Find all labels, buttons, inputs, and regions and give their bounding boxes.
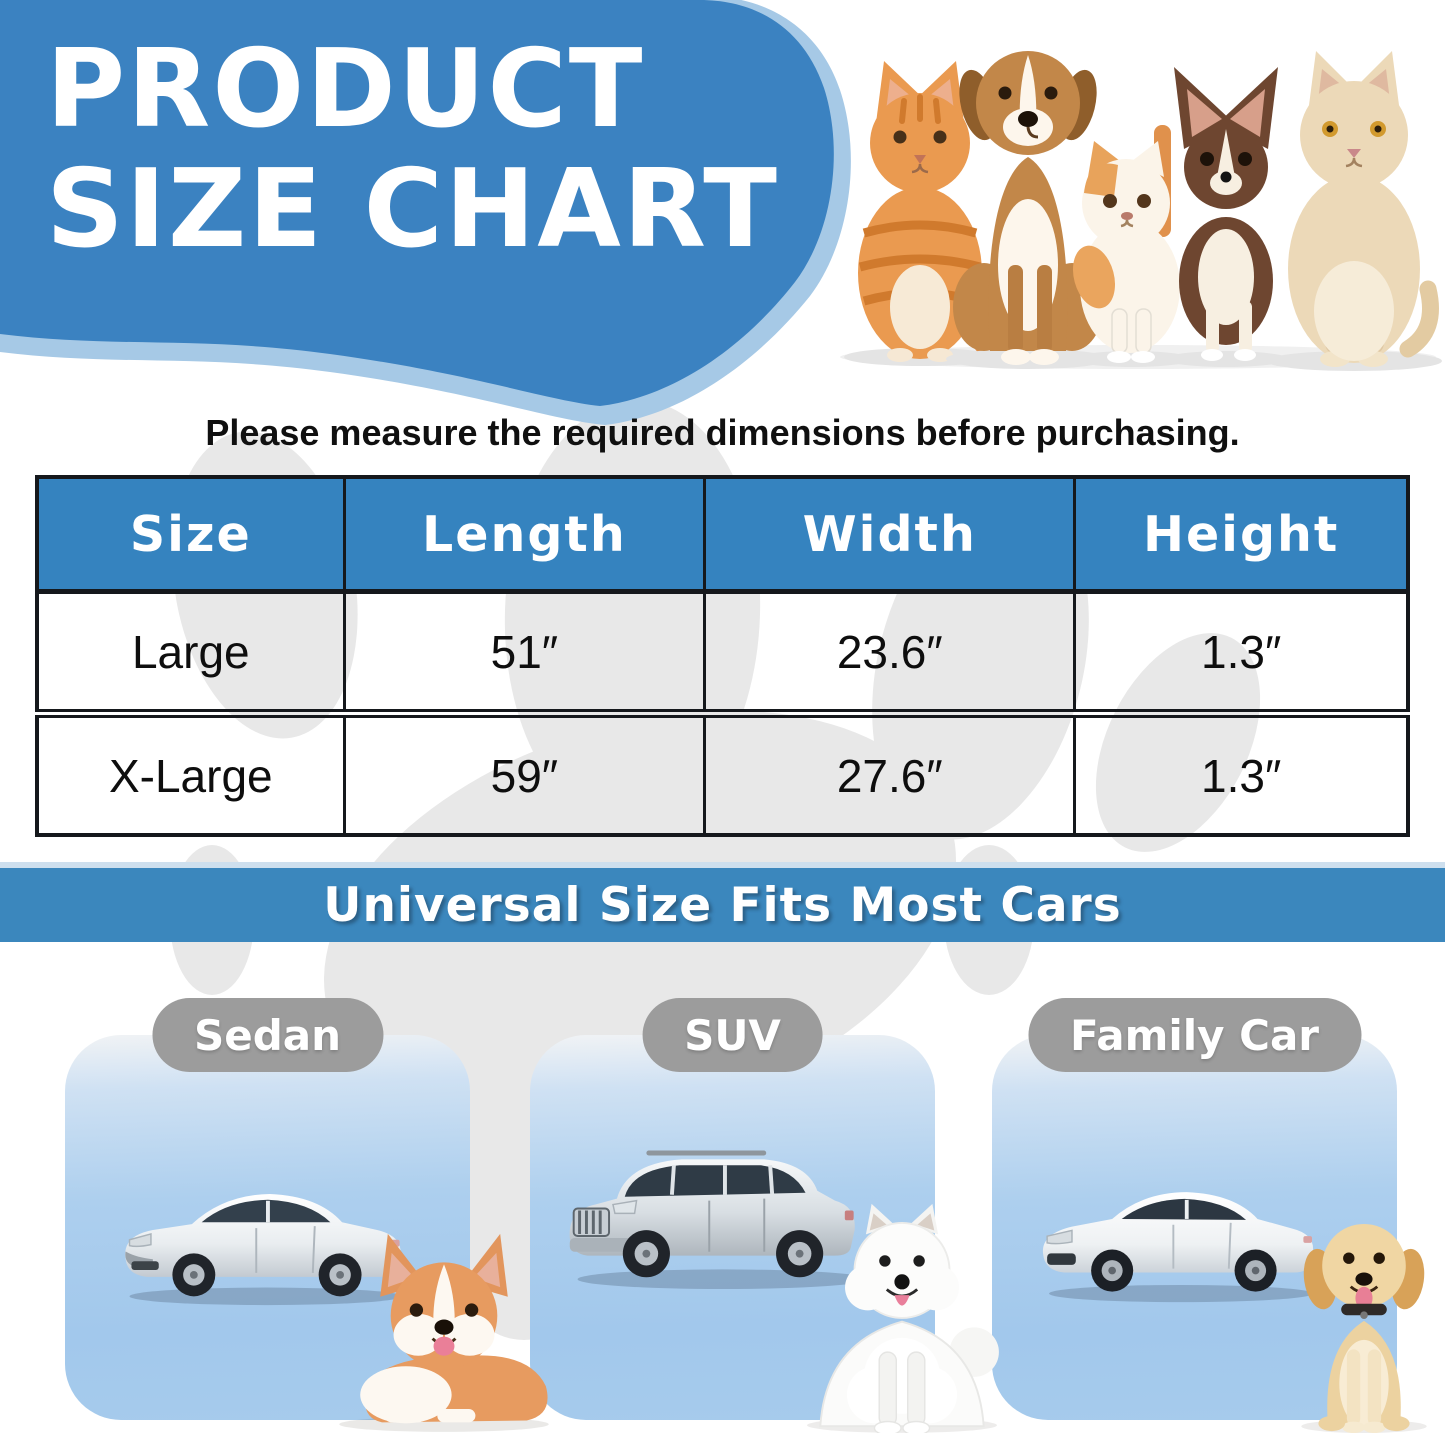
- page-title-line1: PRODUCT: [46, 27, 645, 152]
- panel-label-suv: SUV: [642, 998, 823, 1072]
- page-title-line2: SIZE CHART: [46, 147, 779, 272]
- golden-retriever-puppy-image: [1301, 1224, 1427, 1433]
- table-row-xlarge: X-Large 59″ 27.6″ 1.3″: [35, 712, 1410, 837]
- panel-label-sedan: Sedan: [151, 998, 384, 1072]
- cream-cat-image: [1266, 51, 1442, 371]
- column-header-length: Length: [342, 475, 707, 594]
- cell-width: 27.6″: [703, 712, 1077, 837]
- header-pets-illustration: [840, 51, 1442, 371]
- size-table-header-row: Size Length Width Height: [35, 475, 1410, 594]
- white-family-car-illustration: [1042, 1192, 1314, 1303]
- chihuahua-image: [1164, 67, 1288, 367]
- cell-height: 1.3″: [1073, 712, 1410, 837]
- column-header-height: Height: [1073, 475, 1410, 594]
- brown-white-dog-image: [946, 51, 1110, 369]
- cell-length: 51″: [342, 590, 707, 718]
- table-row-large: Large 51″ 23.6″ 1.3″: [35, 590, 1410, 718]
- measure-notice: Please measure the required dimensions b…: [205, 412, 1240, 453]
- header-blob-shape: [0, 0, 851, 425]
- banner-accent-line: [0, 862, 1445, 868]
- page-title: PRODUCT SIZE CHART: [46, 30, 779, 270]
- panel-family-car: Family Car: [992, 998, 1397, 1420]
- cell-height: 1.3″: [1073, 590, 1410, 718]
- cell-size: Large: [35, 590, 346, 718]
- samoyed-dog-image: [807, 1203, 999, 1433]
- orange-tabby-cat-image: [844, 61, 1010, 366]
- silver-suv-illustration: [569, 1150, 869, 1290]
- banner-text: Universal Size Fits Most Cars: [323, 877, 1122, 933]
- cell-length: 59″: [342, 712, 707, 837]
- size-table: Size Length Width Height Large 51″ 23.6″…: [35, 475, 1410, 837]
- blob-main: [0, 0, 834, 406]
- column-header-width: Width: [703, 475, 1077, 594]
- panel-label-family-car: Family Car: [1027, 998, 1362, 1072]
- universal-size-banner: Universal Size Fits Most Cars: [0, 868, 1445, 942]
- column-header-size: Size: [35, 475, 346, 594]
- corgi-puppy-image: [339, 1233, 549, 1432]
- cell-width: 23.6″: [703, 590, 1077, 718]
- white-sedan-illustration: [125, 1193, 403, 1306]
- cell-size: X-Large: [35, 712, 346, 837]
- cream-flat-faced-cat-image: [1072, 125, 1192, 367]
